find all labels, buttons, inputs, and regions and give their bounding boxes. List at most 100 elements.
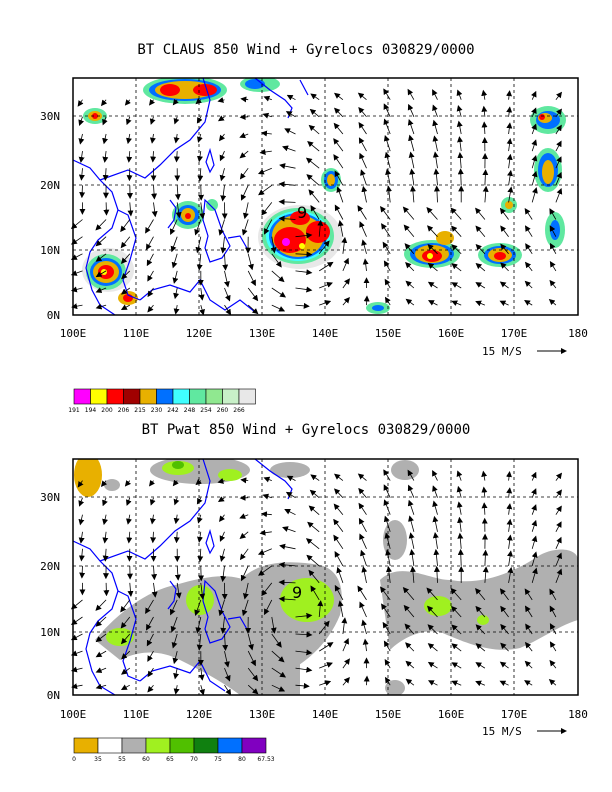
wind-vector — [405, 280, 415, 289]
wind-vector — [358, 517, 367, 532]
wind-vector — [531, 107, 537, 117]
wind-vector — [78, 133, 85, 145]
map2-gridlines — [73, 459, 578, 695]
wind-vector — [102, 151, 109, 163]
wind-vector — [278, 579, 296, 586]
wind-vector — [169, 219, 178, 236]
wind-vector — [359, 221, 367, 237]
wind-vector — [271, 253, 282, 268]
wind-vector — [259, 529, 272, 536]
map1-frame — [72, 77, 579, 316]
wind-vector — [383, 118, 391, 135]
wind-vector — [451, 263, 462, 272]
wind-vector — [95, 287, 107, 293]
wind-vector — [555, 568, 563, 584]
wind-vector — [531, 139, 538, 152]
wind-vector — [342, 257, 349, 272]
wind-vector — [426, 207, 438, 220]
wind-vector — [451, 643, 462, 652]
wind-vector — [409, 566, 416, 583]
wind-vector — [506, 138, 513, 152]
wind-vector — [148, 479, 156, 487]
wind-vector — [169, 599, 178, 616]
wind-vector — [456, 120, 463, 135]
wind-vector — [457, 516, 464, 532]
wind-vector — [555, 140, 562, 152]
wind-vector — [358, 121, 367, 135]
wind-vector — [360, 549, 367, 567]
wind-vector — [95, 219, 107, 231]
wind-vector — [433, 185, 440, 203]
wind-vector — [499, 661, 509, 669]
wind-vector — [409, 549, 416, 566]
colorbar-label: 194 — [85, 407, 97, 414]
colorbar-label: 230 — [151, 407, 163, 414]
wind-vector — [499, 207, 509, 220]
wind-vector — [405, 678, 415, 686]
wind-vector — [456, 105, 463, 117]
wind-vector — [195, 478, 202, 486]
wind-vector — [173, 685, 180, 695]
wind-vector — [432, 532, 439, 549]
wind-vector — [295, 302, 310, 309]
wind-vector — [342, 637, 349, 652]
wind-vector — [524, 207, 533, 220]
wind-vector — [121, 287, 131, 295]
wind-vector — [286, 475, 296, 482]
wind-vector — [506, 503, 513, 515]
wind-vector — [170, 616, 178, 633]
wind-vector — [95, 303, 107, 310]
wind-vector — [334, 551, 344, 567]
wind-vector — [549, 225, 557, 237]
wind-vector — [334, 488, 344, 498]
wind-vector — [361, 566, 368, 583]
wind-vector — [555, 521, 562, 532]
wind-vector — [383, 134, 391, 152]
wind-vector — [432, 485, 438, 498]
wind-vector — [247, 684, 259, 695]
wind-vector — [264, 599, 273, 616]
wind-vector — [524, 299, 533, 306]
wind-vector — [357, 92, 367, 101]
wind-vector — [451, 624, 462, 635]
wind-vector — [481, 121, 488, 135]
wind-vector — [95, 270, 107, 278]
wind-vector — [475, 588, 486, 601]
map1-wind-vectors — [70, 88, 563, 316]
wind-vector — [271, 667, 287, 678]
wind-vector — [222, 253, 229, 271]
colorbar-label: 70 — [190, 756, 198, 763]
wind-vector — [194, 599, 202, 616]
wind-vector — [95, 253, 107, 262]
wind-vector — [197, 168, 204, 182]
wind-vector — [271, 684, 286, 692]
wind-vector — [475, 680, 486, 687]
wind-vector — [223, 270, 230, 288]
wind-vector — [500, 623, 509, 635]
wind-vector — [247, 253, 254, 271]
wind-vector — [195, 98, 202, 105]
wind-vector — [95, 667, 107, 673]
wind-vector — [172, 98, 179, 106]
colorbar-swatch — [73, 388, 91, 405]
wind-vector — [525, 243, 533, 255]
colorbar-label: 75 — [214, 756, 222, 763]
wind-vector — [524, 588, 533, 601]
wind-vector — [450, 207, 462, 220]
wind-vector — [549, 623, 557, 635]
wind-vector — [481, 486, 488, 498]
wind-vector — [506, 106, 513, 117]
wind-vector — [456, 501, 463, 515]
wind-vector — [240, 96, 249, 103]
wind-vector — [359, 533, 367, 549]
wind-vector — [146, 253, 154, 267]
wind-vector — [239, 150, 249, 159]
wind-vector — [147, 287, 154, 298]
wind-vector — [286, 94, 296, 101]
colorbar-label: 191 — [68, 407, 80, 414]
wind-vector — [451, 282, 462, 289]
wind-vector — [219, 548, 226, 562]
wind-vector — [78, 168, 85, 181]
wind-vector — [258, 184, 273, 196]
wind-vector — [145, 219, 154, 234]
